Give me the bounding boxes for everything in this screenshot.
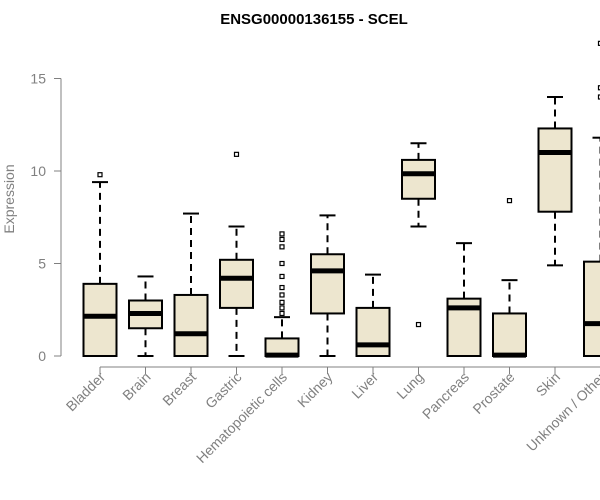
box-brain: [128, 275, 163, 357]
outlier-point: [279, 292, 285, 298]
box-iqr: [583, 260, 600, 357]
outlier-point: [279, 284, 285, 291]
outlier-point: [233, 151, 240, 157]
x-tick-label: Bladder: [63, 369, 109, 415]
outlier-point: [279, 305, 285, 311]
x-tick-label: Kidney: [294, 369, 336, 411]
x-tick-label: Hematopoietic cells: [193, 369, 290, 466]
y-axis-label: Expression: [1, 164, 17, 233]
box-unknown-other: [583, 40, 600, 357]
box-skin: [537, 96, 573, 267]
x-tick-label: Breast: [159, 369, 199, 409]
box-iqr: [219, 258, 254, 309]
box-iqr: [82, 282, 118, 358]
y-tick-label: 10: [30, 163, 46, 179]
box-iqr: [355, 306, 391, 357]
outlier-point: [279, 260, 285, 267]
outlier-point: [506, 198, 513, 204]
outlier-point: [279, 244, 285, 250]
box-prostate: [492, 198, 527, 358]
outlier-point: [279, 310, 285, 317]
outlier-point: [279, 299, 285, 305]
box-breast: [173, 212, 209, 358]
x-tick-label: Liver: [348, 369, 381, 402]
y-tick-label: 0: [38, 348, 46, 364]
box-kidney: [310, 214, 345, 357]
y-tick-label: 5: [38, 256, 46, 272]
outlier-point: [597, 94, 600, 100]
x-tick-label: Pancreas: [419, 369, 472, 422]
x-tick-label: Brain: [119, 369, 153, 403]
box-iqr: [173, 293, 209, 358]
outlier-point: [597, 40, 600, 46]
box-iqr: [401, 158, 436, 200]
chart-title: ENSG00000136155 - SCEL: [220, 11, 408, 28]
box-pancreas: [446, 242, 482, 357]
x-tick-label: Prostate: [469, 369, 517, 417]
box-liver: [355, 273, 391, 357]
box-gastric: [219, 151, 254, 357]
x-tick-label: Gastric: [202, 369, 245, 412]
outlier-point: [415, 321, 422, 328]
box-iqr: [310, 253, 345, 315]
box-bladder: [82, 172, 118, 358]
y-axis: 0 5 10 15: [30, 71, 62, 364]
outlier-point: [279, 273, 285, 280]
outlier-point: [279, 231, 285, 237]
outlier-point: [97, 172, 103, 178]
box-series: [82, 40, 600, 358]
box-lung: [401, 142, 436, 328]
x-tick-label: Lung: [393, 369, 426, 402]
box-iqr: [537, 127, 573, 213]
outlier-point: [597, 85, 600, 91]
box-iqr: [492, 312, 527, 358]
box-hematopoietic-cells: [264, 231, 300, 358]
y-tick-label: 15: [30, 71, 46, 87]
outlier-point: [279, 236, 285, 243]
x-tick-label: Skin: [533, 369, 564, 400]
